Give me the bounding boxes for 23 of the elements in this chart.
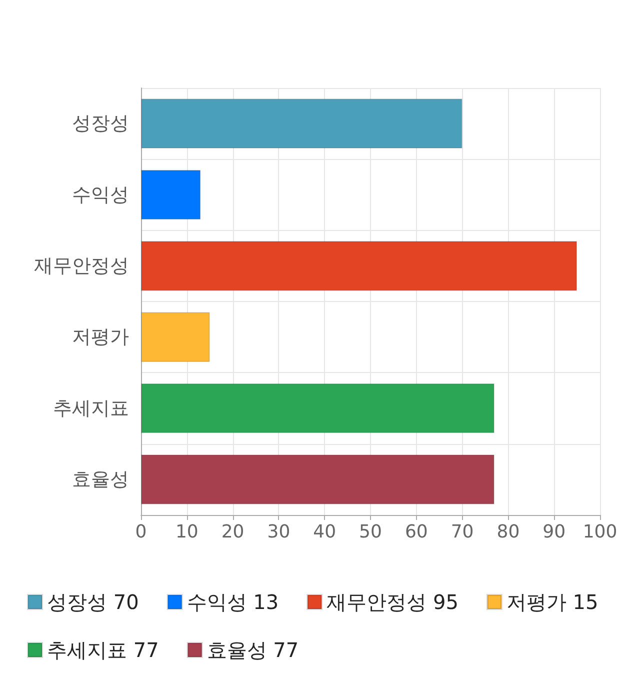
x-tick-label: 40 bbox=[313, 522, 336, 542]
y-tick-label: 효율성 bbox=[72, 468, 129, 490]
legend-label: 수익성 13 bbox=[186, 590, 279, 614]
x-tick-label: 0 bbox=[135, 522, 147, 542]
y-tick-label: 재무안정성 bbox=[34, 254, 129, 277]
legend-label: 재무안정성 95 bbox=[326, 590, 458, 614]
y-tick-label: 성장성 bbox=[72, 112, 129, 135]
legend-label: 추세지표 77 bbox=[47, 638, 159, 662]
legend-label: 저평가 15 bbox=[506, 590, 598, 614]
legend-label: 효율성 77 bbox=[206, 638, 299, 662]
y-tick-label: 추세지표 bbox=[53, 397, 129, 420]
x-tick-label: 20 bbox=[221, 522, 244, 542]
x-tick-label: 60 bbox=[404, 522, 428, 542]
x-tick-label: 70 bbox=[450, 522, 474, 542]
x-tick-label: 50 bbox=[359, 522, 382, 542]
x-tick-label: 10 bbox=[175, 522, 198, 542]
x-tick-label: 90 bbox=[542, 522, 566, 542]
x-tick-label: 30 bbox=[267, 522, 290, 542]
x-tick-label: 100 bbox=[582, 522, 618, 542]
legend-label: 성장성 70 bbox=[47, 590, 139, 614]
y-tick-label: 수익성 bbox=[72, 184, 129, 206]
x-tick-label: 80 bbox=[496, 522, 520, 542]
y-tick-label: 저평가 bbox=[72, 326, 129, 348]
